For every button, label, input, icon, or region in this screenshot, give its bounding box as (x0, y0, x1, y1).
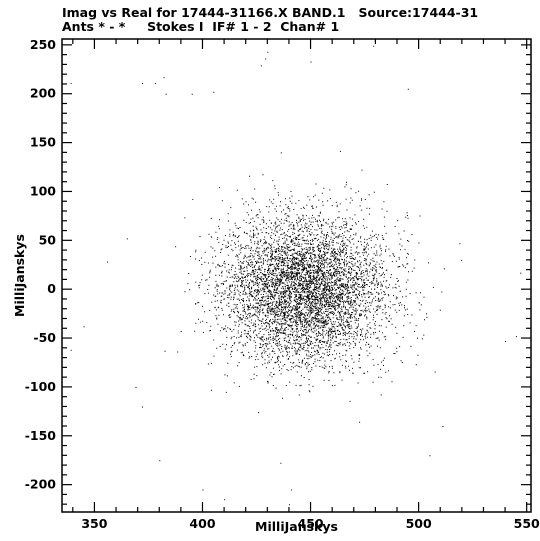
y-tick-label: 150 (30, 135, 56, 150)
y-tick-label: 200 (30, 86, 56, 101)
chart-subtitle: Ants * - * Stokes I IF# 1 - 2 Chan# 1 (62, 19, 340, 34)
x-tick-label: 450 (298, 516, 324, 531)
x-axis-label: MilliJanskys (255, 519, 338, 534)
y-tick-label: 50 (39, 232, 57, 247)
y-tick-label: -150 (25, 428, 57, 443)
y-tick-label: 250 (30, 37, 56, 52)
data-points (70, 45, 522, 506)
x-tick-label: 400 (189, 516, 215, 531)
tick-labels: 350 400 450 500 550 -200 -150 -100 -50 0 50 100 150 2… (25, 37, 540, 531)
x-tick-label: 500 (406, 516, 432, 531)
scatter-points (70, 45, 522, 506)
y-tick-label: -50 (33, 330, 56, 345)
y-axis-label: MilliJanskys (12, 234, 27, 317)
x-tick-label: 350 (81, 516, 107, 531)
y-tick-label: -100 (25, 379, 57, 394)
y-tick-label: 100 (30, 183, 56, 198)
chart-title: Imag vs Real for 17444-31166.X BAND.1 So… (62, 5, 479, 20)
axis-ticks (62, 39, 531, 512)
plot-frame (61, 38, 532, 513)
y-tick-label: -200 (25, 477, 57, 492)
y-tick-label: 0 (47, 281, 56, 296)
x-tick-label: 550 (514, 516, 540, 531)
